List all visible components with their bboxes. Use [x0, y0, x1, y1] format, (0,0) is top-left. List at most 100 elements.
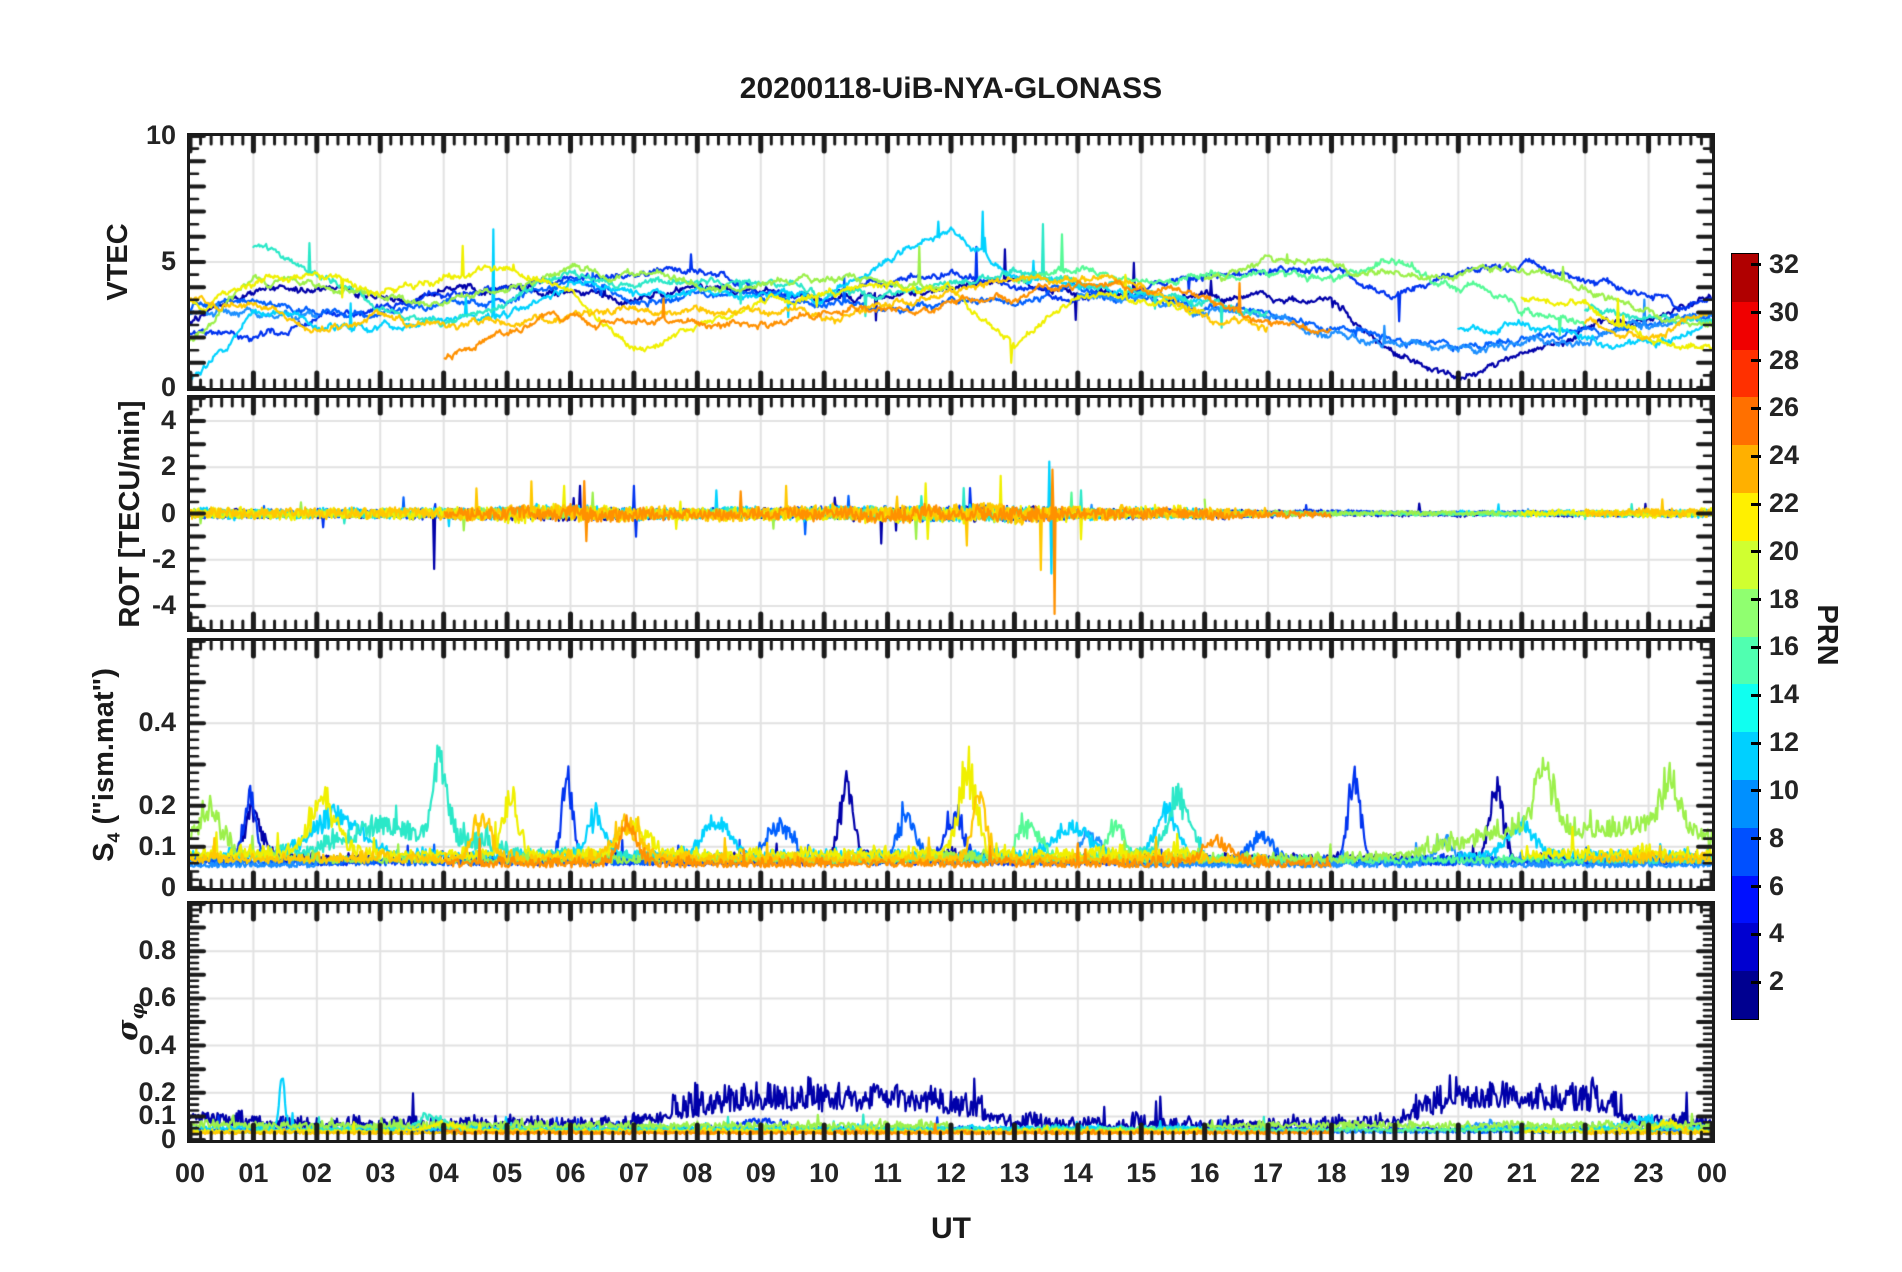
x-tick-label: 05	[492, 1158, 523, 1188]
colorbar-tick-label: 24	[1769, 440, 1800, 471]
colorbar-tick-label: 8	[1769, 822, 1785, 853]
colorbar-block	[1732, 588, 1758, 637]
x-tick-label: 09	[745, 1158, 776, 1188]
colorbar-tick-label: 12	[1769, 727, 1800, 758]
y-tick-label-vtec: 0	[160, 372, 176, 402]
colorbar-block	[1732, 779, 1758, 828]
colorbar-tick-mark	[1751, 741, 1761, 745]
y-tick-label-sigma_phi: 0.4	[138, 1029, 176, 1060]
y-tick-label-rot: 2	[160, 451, 176, 482]
y-tick-label-s4: 0.2	[138, 789, 176, 820]
colorbar-block	[1732, 397, 1758, 446]
colorbar-tick-label: 6	[1769, 870, 1785, 901]
colorbar-tick-label: 10	[1769, 774, 1800, 805]
colorbar-block	[1732, 301, 1758, 350]
y-tick-label-rot: 4	[160, 405, 176, 436]
x-tick-label: 17	[1253, 1158, 1284, 1188]
y-tick-label-rot: 0	[160, 497, 176, 528]
colorbar-block	[1732, 445, 1758, 494]
y-tick-label-s4: 0.4	[138, 707, 176, 738]
y-axis-label-s4: S4 ("ism.mat")	[88, 668, 124, 862]
colorbar-tick-mark	[1751, 789, 1761, 793]
colorbar-tick-label: 2	[1769, 966, 1785, 997]
x-tick-label: 21	[1506, 1158, 1537, 1188]
panel-s4-canvas	[187, 638, 1715, 891]
colorbar-block	[1732, 827, 1758, 876]
colorbar-tick-label: 14	[1769, 679, 1800, 710]
colorbar-block	[1732, 254, 1758, 302]
x-tick-label: 20	[1443, 1158, 1474, 1188]
colorbar-block	[1732, 732, 1758, 780]
y-tick-label-sigma_phi: 0.2	[138, 1076, 176, 1107]
colorbar-tick-mark	[1751, 885, 1761, 889]
colorbar	[1731, 253, 1759, 1020]
x-tick-label: 04	[428, 1158, 459, 1188]
colorbar-tick-label: 18	[1769, 583, 1800, 614]
colorbar-block	[1732, 684, 1758, 733]
colorbar-tick-mark	[1751, 837, 1761, 841]
colorbar-tick-label: 16	[1769, 631, 1800, 662]
colorbar-block	[1732, 349, 1758, 398]
x-tick-label: 02	[301, 1158, 332, 1188]
x-tick-label: 07	[618, 1158, 649, 1188]
y-tick-label-sigma_phi: 0.6	[138, 982, 176, 1013]
x-tick-label: 19	[1379, 1158, 1410, 1188]
x-tick-label: 18	[1316, 1158, 1347, 1188]
x-tick-label: 16	[1189, 1158, 1220, 1188]
panel-rot-canvas	[187, 395, 1715, 632]
y-axis-label-sigma-phi: σφ	[110, 1003, 149, 1041]
x-tick-label: 22	[1570, 1158, 1601, 1188]
colorbar-tick-label: 26	[1769, 392, 1800, 423]
y-tick-label-s4: 0	[160, 872, 176, 902]
y-tick-label-sigma_phi: 0	[160, 1124, 176, 1154]
colorbar-tick-mark	[1751, 454, 1761, 458]
colorbar-tick-label: 20	[1769, 535, 1800, 566]
y-tick-label-sigma_phi: 0.8	[138, 935, 176, 966]
x-tick-label: 11	[873, 1158, 902, 1188]
colorbar-tick-label: 28	[1769, 344, 1800, 375]
colorbar-tick-mark	[1751, 980, 1761, 984]
x-tick-label: 14	[1062, 1158, 1093, 1188]
colorbar-block	[1732, 923, 1758, 972]
colorbar-tick-label: 22	[1769, 488, 1800, 519]
x-tick-label: 12	[935, 1158, 967, 1188]
x-tick-label: 00	[174, 1158, 206, 1188]
x-tick-label: 10	[809, 1158, 840, 1188]
colorbar-label-prn: PRN	[1811, 604, 1843, 666]
colorbar-tick-label: 4	[1769, 918, 1785, 949]
colorbar-tick-mark	[1751, 550, 1761, 554]
y-tick-label-vtec: 10	[145, 120, 176, 150]
y-tick-label-vtec: 5	[160, 246, 176, 276]
colorbar-block	[1732, 971, 1758, 1019]
panel-sigma_phi-canvas	[187, 901, 1715, 1143]
chart-title: 20200118-UiB-NYA-GLONASS	[739, 72, 1163, 105]
y-tick-label-sigma_phi: 0.1	[138, 1100, 176, 1131]
colorbar-block	[1732, 636, 1758, 685]
x-tick-label: 13	[999, 1158, 1030, 1188]
colorbar-tick-mark	[1751, 406, 1761, 410]
x-tick-label: 08	[682, 1158, 713, 1188]
y-tick-label-rot: -2	[151, 543, 176, 574]
x-tick-label: 00	[1696, 1158, 1728, 1188]
colorbar-tick-mark	[1751, 263, 1761, 267]
colorbar-block	[1732, 493, 1758, 541]
colorbar-block	[1732, 540, 1758, 589]
colorbar-tick-label: 30	[1769, 296, 1800, 327]
colorbar-tick-mark	[1751, 359, 1761, 363]
y-tick-label-rot: -4	[151, 589, 176, 620]
colorbar-tick-mark	[1751, 598, 1761, 602]
colorbar-tick-mark	[1751, 502, 1761, 506]
colorbar-tick-mark	[1751, 645, 1761, 649]
colorbar-tick-mark	[1751, 311, 1761, 315]
y-tick-label-s4: 0.1	[138, 830, 176, 861]
x-tick-label: 15	[1126, 1158, 1157, 1188]
x-tick-label: 01	[238, 1158, 269, 1188]
x-tick-label: 06	[555, 1158, 586, 1188]
x-tick-label: 23	[1633, 1158, 1664, 1188]
colorbar-tick-mark	[1751, 932, 1761, 936]
colorbar-tick-mark	[1751, 693, 1761, 697]
colorbar-tick-label: 32	[1769, 248, 1800, 279]
x-axis-label: UT	[931, 1212, 971, 1245]
x-tick-label: 03	[365, 1158, 396, 1188]
